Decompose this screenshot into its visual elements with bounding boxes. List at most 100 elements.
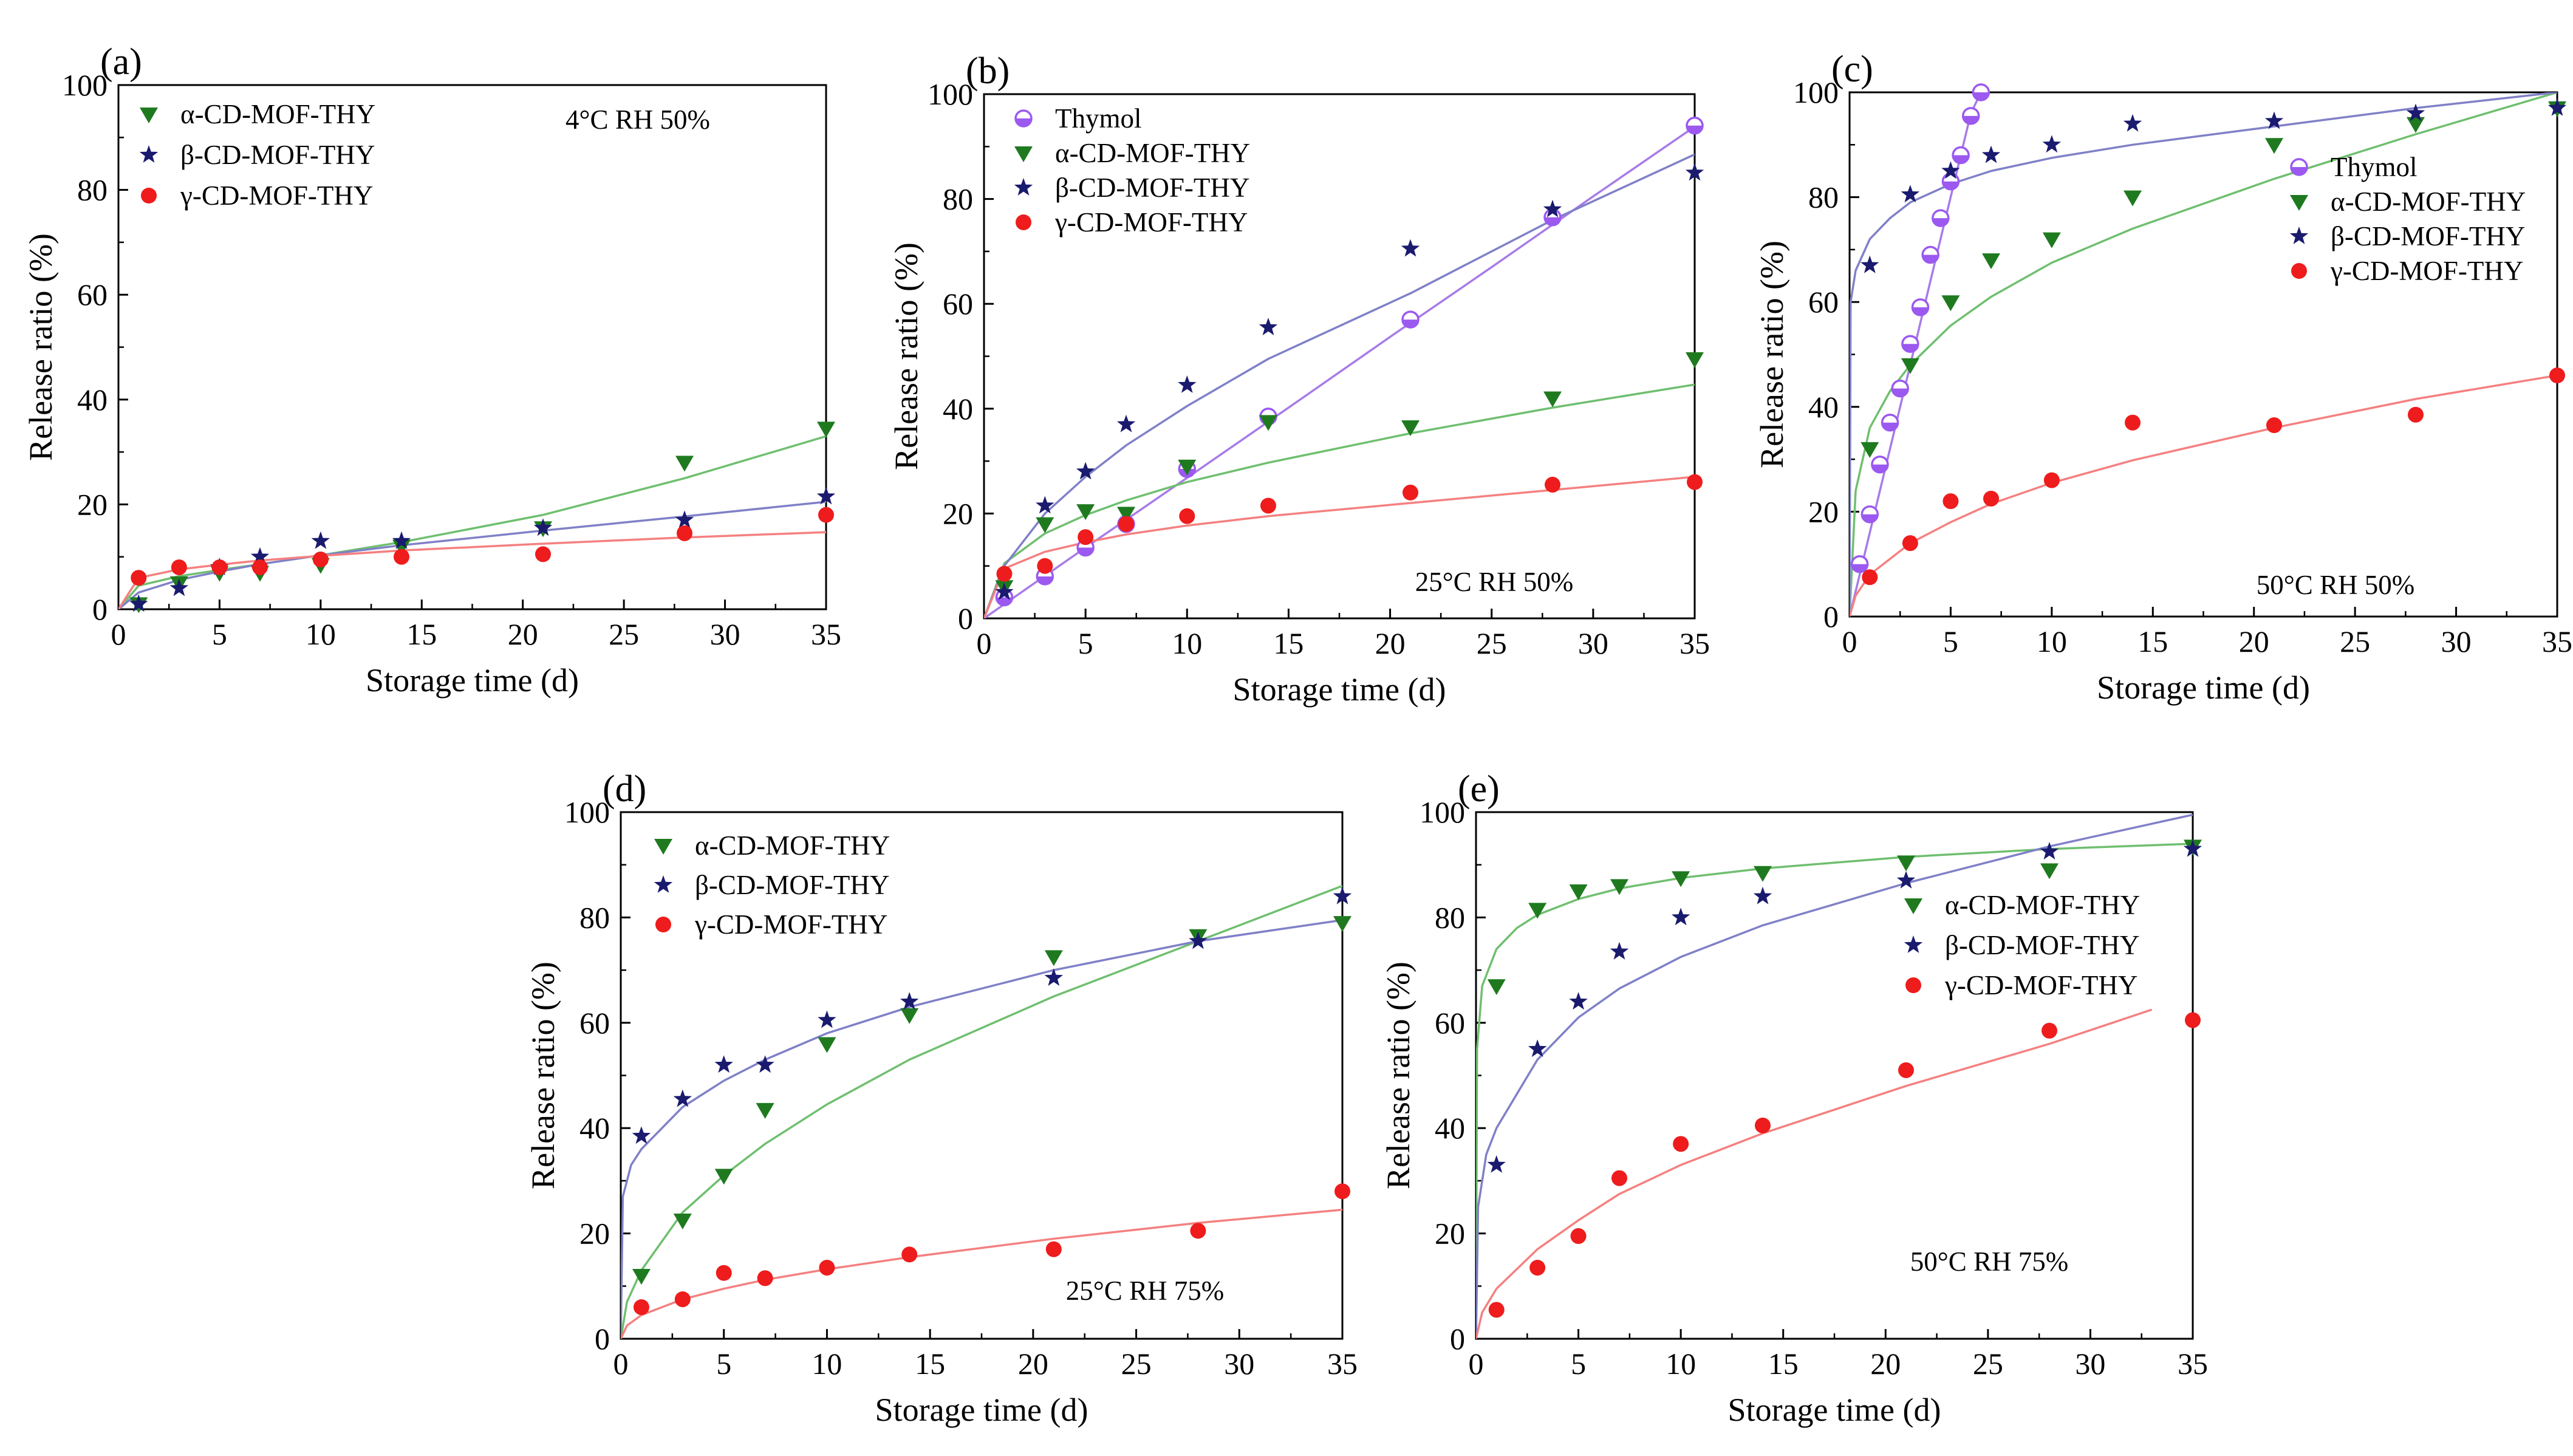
data-point-beta — [714, 1055, 733, 1073]
x-tick-label: 15 — [915, 1347, 945, 1381]
data-point-thymol — [995, 588, 1014, 607]
panel-label: (b) — [966, 50, 1010, 92]
data-point-beta — [250, 547, 270, 565]
legend: α-CD-MOF-THY β-CD-MOF-THY γ-CD-MOF-THY — [139, 99, 375, 211]
data-point-beta — [1189, 931, 1208, 949]
data-point-alpha — [2265, 138, 2283, 154]
x-tick-label: 0 — [111, 617, 126, 651]
y-tick-label: 40 — [77, 383, 108, 417]
series-gamma — [1862, 367, 2565, 586]
data-point-thymol — [1891, 379, 1909, 398]
y-tick-label: 60 — [943, 287, 973, 321]
data-point-beta — [1259, 318, 1278, 335]
data-point-beta — [1036, 496, 1054, 514]
data-point-gamma — [1488, 1302, 1505, 1318]
x-tick-label: 10 — [812, 1347, 842, 1381]
data-point-alpha — [392, 539, 411, 556]
data-point-beta — [1116, 414, 1136, 432]
data-point-gamma — [312, 552, 329, 568]
data-point-beta — [2547, 98, 2567, 116]
series-gamma — [1488, 1012, 2201, 1318]
fit-line-beta — [1476, 813, 2193, 1339]
data-point-gamma — [1687, 474, 1703, 490]
data-point-thymol — [1932, 209, 1950, 227]
series-alpha — [1487, 839, 2202, 996]
data-point-alpha — [2124, 190, 2142, 207]
data-point-beta — [2183, 839, 2202, 857]
data-point-gamma — [1755, 1117, 1771, 1133]
x-tick-label: 20 — [1870, 1347, 1901, 1381]
data-point-beta — [392, 531, 411, 549]
x-tick-label: 0 — [977, 626, 992, 660]
fit-lines — [984, 126, 1695, 618]
data-point-alpha — [673, 1213, 692, 1229]
x-tick-label: 20 — [1018, 1347, 1048, 1381]
data-point-gamma — [2043, 472, 2060, 488]
data-point-alpha — [1487, 979, 1506, 996]
data-point-alpha — [1333, 916, 1351, 932]
x-axis-label: Storage time (d) — [1728, 1392, 1941, 1428]
data-point-thymol — [1961, 107, 1980, 125]
data-point-thymol — [1911, 298, 1930, 316]
y-axis-label: Release ratio (%) — [1754, 241, 1790, 468]
data-point-gamma — [1045, 1241, 1062, 1257]
data-point-alpha — [1036, 517, 1054, 533]
x-tick-label: 25 — [609, 617, 639, 651]
legend-marker-beta — [1014, 178, 1033, 196]
legend-label-alpha: α-CD-MOF-THY — [1055, 138, 1250, 168]
x-tick-label: 30 — [2441, 624, 2472, 658]
x-tick-label: 5 — [212, 617, 227, 651]
legend-marker-beta — [2289, 227, 2309, 244]
panel-b: (b) 0 5 10 15 20 25 30 35 0 20 40 60 80 100 Storage tim… — [888, 50, 1710, 708]
y-tick-label: 40 — [579, 1111, 610, 1145]
panel-label: (a) — [100, 41, 142, 83]
x-tick-label: 35 — [1327, 1347, 1358, 1381]
y-tick-label: 0 — [1450, 1322, 1465, 1356]
data-point-alpha — [1528, 903, 1547, 919]
legend-marker-alpha — [2290, 195, 2308, 211]
data-point-alpha — [1897, 855, 1915, 872]
legend-label-gamma: γ-CD-MOF-THY — [1944, 970, 2137, 1000]
y-tick-label: 100 — [1420, 795, 1465, 829]
series-gamma — [131, 507, 834, 586]
x-tick-label: 0 — [1842, 624, 1857, 658]
legend-marker-gamma — [1016, 214, 1031, 230]
data-point-gamma — [1673, 1136, 1689, 1152]
x-tick-label: 35 — [1679, 626, 1710, 660]
data-point-beta — [1896, 870, 1916, 889]
data-point-beta — [1753, 886, 1772, 904]
data-point-alpha — [2040, 863, 2059, 880]
data-point-alpha — [1686, 352, 1704, 368]
x-tick-label: 15 — [2137, 624, 2168, 658]
data-point-beta — [1178, 375, 1197, 393]
data-point-thymol — [1941, 172, 1960, 191]
legend-marker-alpha — [654, 839, 672, 855]
x-tick-label: 5 — [1943, 624, 1958, 658]
series-beta — [1861, 98, 2567, 273]
y-tick-label: 60 — [77, 278, 108, 312]
y-tick-label: 0 — [595, 1322, 610, 1356]
data-point-alpha — [900, 1008, 919, 1024]
data-point-gamma — [2185, 1012, 2201, 1028]
y-tick-label: 0 — [958, 601, 973, 635]
data-point-beta — [1333, 886, 1352, 904]
data-point-gamma — [252, 559, 268, 575]
y-axis-label: Release ratio (%) — [1380, 962, 1416, 1189]
data-point-gamma — [1611, 1170, 1627, 1186]
legend: α-CD-MOF-THY β-CD-MOF-THY γ-CD-MOF-THY — [1904, 890, 2140, 1000]
data-point-alpha — [1178, 459, 1197, 476]
legend-marker-beta — [1904, 935, 1923, 953]
data-point-gamma — [171, 559, 187, 575]
legend-label-gamma: γ-CD-MOF-THY — [2330, 256, 2523, 286]
legend-marker-gamma — [141, 188, 157, 203]
panel-label: (d) — [603, 768, 646, 810]
data-point-beta — [1610, 942, 1629, 960]
legend-marker-alpha — [140, 108, 158, 123]
data-point-gamma — [1529, 1259, 1546, 1276]
y-tick-label: 60 — [1808, 285, 1839, 319]
x-tick-label: 5 — [1571, 1347, 1586, 1381]
data-point-thymol — [1686, 117, 1704, 135]
data-point-beta — [2406, 103, 2425, 121]
y-tick-label: 20 — [77, 487, 108, 521]
data-point-gamma — [674, 1291, 691, 1307]
